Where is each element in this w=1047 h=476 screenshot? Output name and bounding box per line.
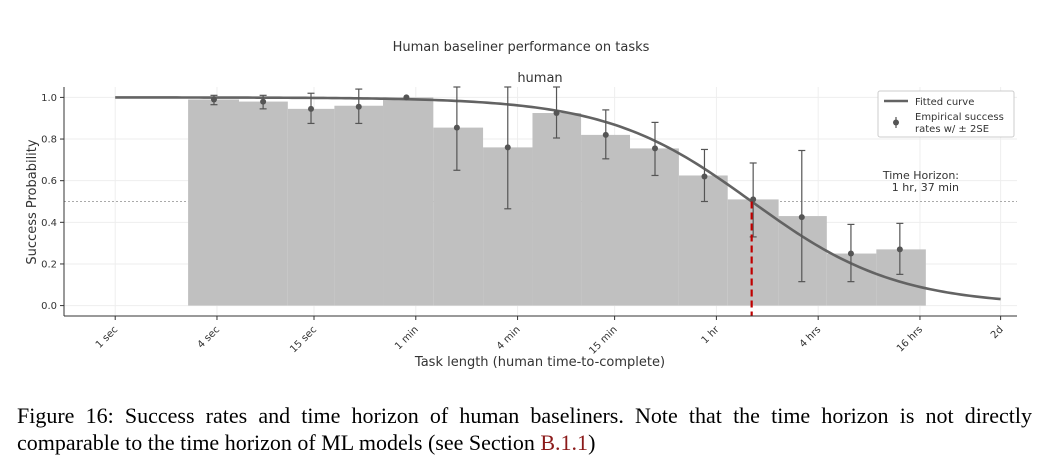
empirical-point-0 (210, 96, 217, 103)
legend-empirical-marker (893, 119, 899, 126)
chart-title: human (517, 71, 562, 86)
empirical-point-10 (701, 173, 708, 180)
empirical-point-11 (750, 196, 757, 203)
empirical-point-14 (896, 246, 903, 253)
legend-fitted-label: Fitted curve (915, 97, 974, 108)
y-axis-label: Success Probability (25, 139, 40, 264)
bar-12 (778, 216, 827, 306)
figure-caption: Figure 16: Success rates and time horizo… (17, 402, 1032, 456)
x-tick-label-3: 1 min (393, 324, 421, 352)
bar-5 (433, 127, 484, 306)
empirical-point-4 (403, 94, 410, 101)
y-ticks: 0.0 0.2 0.4 0.6 0.8 1.0 (41, 93, 64, 312)
caption-end: ) (588, 430, 596, 455)
x-axis-label: Task length (human time-to-complete) (414, 355, 665, 370)
bar-1 (238, 101, 288, 306)
empirical-point-5 (453, 124, 460, 131)
bar-4 (383, 97, 434, 306)
bar-13 (826, 253, 877, 306)
y-tick-label-5: 1.0 (41, 93, 57, 104)
bar-7 (532, 113, 582, 306)
x-tick-label-5: 15 min (587, 324, 619, 356)
x-tick-label-2: 15 sec (288, 324, 319, 355)
legend-empirical-label-1: Empirical success (915, 112, 1004, 123)
bar-3 (334, 105, 384, 306)
bar-2 (287, 108, 335, 306)
axes (63, 87, 1017, 317)
x-tick-label-6: 1 hr (700, 324, 723, 347)
x-tick-label-1: 4 sec (196, 324, 222, 350)
empirical-point-2 (308, 105, 315, 112)
bar-8 (581, 134, 631, 306)
bar-10 (678, 175, 728, 306)
empirical-point-13 (847, 250, 854, 257)
time-horizon-label: Time Horizon: (882, 169, 959, 182)
chart-suptitle: Human baseliner performance on tasks (393, 40, 650, 55)
caption-text: Figure 16: Success rates and time horizo… (17, 403, 1032, 455)
x-tick-label-9: 2d (989, 324, 1006, 341)
empirical-point-12 (798, 214, 805, 221)
empirical-point-8 (602, 131, 609, 138)
y-tick-label-4: 0.8 (41, 135, 57, 146)
empirical-point-1 (260, 98, 267, 105)
section-reference-link[interactable]: B.1.1 (540, 430, 589, 455)
y-tick-label-2: 0.4 (41, 218, 57, 229)
time-horizon-value: 1 hr, 37 min (892, 181, 959, 194)
y-tick-label-0: 0.0 (41, 301, 57, 312)
y-tick-label-3: 0.6 (41, 176, 57, 187)
empirical-point-9 (651, 145, 658, 152)
legend-frame (877, 90, 1015, 138)
x-tick-label-7: 4 hrs (798, 324, 824, 350)
empirical-point-3 (355, 103, 362, 110)
x-tick-label-0: 1 sec (94, 324, 120, 350)
empirical-points (210, 86, 904, 283)
chart: 1 sec 4 sec 15 sec 1 min 4 min 15 min 1 hr 4 hr… (25, 40, 1017, 370)
empirical-point-6 (504, 144, 511, 151)
x-tick-label-8: 16 hrs (895, 324, 925, 354)
bar-0 (188, 99, 239, 306)
legend-empirical-label-2: rates w/ ± 2SE (915, 124, 989, 135)
x-ticks: 1 sec 4 sec 15 sec 1 min 4 min 15 min 1 hr 4 hr… (94, 316, 1006, 357)
empirical-point-7 (553, 110, 560, 117)
bars (188, 97, 926, 306)
x-tick-label-4: 4 min (495, 324, 523, 352)
legend: Fitted curve Empirical success rates w/ … (877, 90, 1015, 138)
y-tick-label-1: 0.2 (41, 259, 57, 270)
